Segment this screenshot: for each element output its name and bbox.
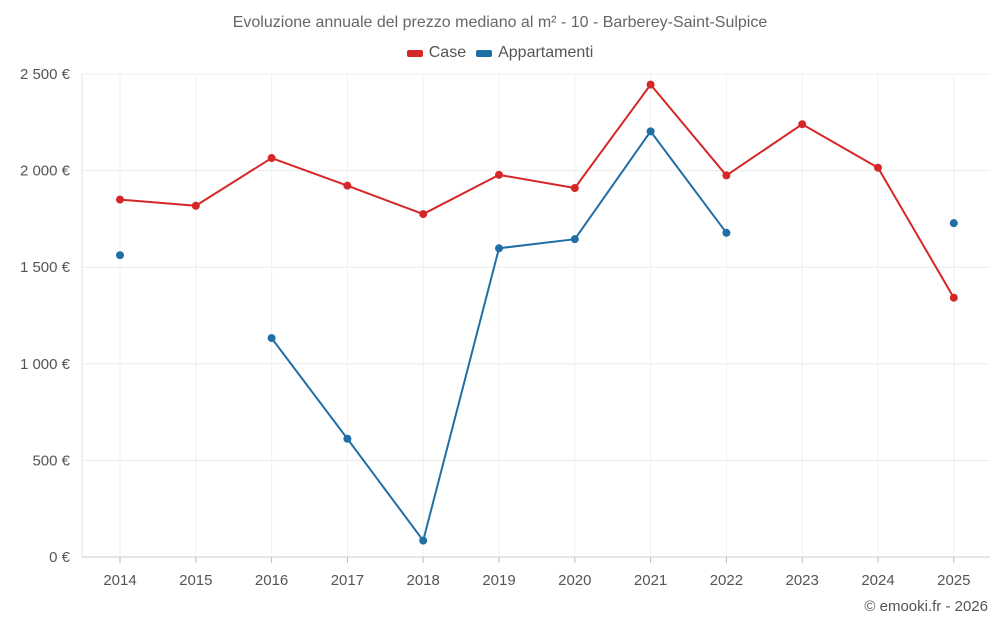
series-case: [116, 80, 958, 302]
data-point-case[interactable]: [343, 181, 352, 190]
data-point-appartamenti[interactable]: [495, 244, 503, 253]
chart-grid: [82, 73, 990, 558]
data-point-case[interactable]: [495, 170, 503, 179]
data-point-appartamenti[interactable]: [419, 536, 428, 545]
x-tick-label: 2018: [407, 572, 440, 589]
y-tick-label: 0 €: [49, 549, 71, 566]
y-tick-label: 2 500 €: [20, 66, 71, 83]
legend-item-appartamenti[interactable]: Appartamenti: [476, 44, 593, 62]
series-appartamenti: [116, 127, 958, 545]
data-point-appartamenti[interactable]: [570, 235, 579, 244]
data-point-case[interactable]: [949, 293, 958, 302]
data-point-appartamenti[interactable]: [116, 251, 124, 260]
data-point-case[interactable]: [191, 201, 200, 210]
x-tick-label: 2019: [482, 572, 515, 589]
x-tick-label: 2020: [558, 572, 591, 589]
data-point-case[interactable]: [570, 183, 579, 192]
data-point-appartamenti[interactable]: [267, 334, 276, 343]
series-line-case: [119, 83, 955, 299]
data-point-appartamenti[interactable]: [343, 434, 352, 443]
x-tick-label: 2024: [861, 572, 894, 589]
copyright-credit: © emooki.fr - 2026: [864, 598, 988, 615]
chart-axes: 0 € 500 € 1 000 € 1 500 € 2 000 € 2 500 € 2014…: [20, 66, 971, 589]
data-point-case[interactable]: [116, 195, 124, 204]
data-point-case[interactable]: [646, 80, 655, 89]
legend-label-appartamenti: Appartamenti: [498, 44, 594, 61]
x-tick-label: 2015: [179, 572, 212, 589]
y-tick-label: 500 €: [32, 452, 70, 469]
data-point-appartamenti[interactable]: [646, 127, 655, 136]
data-point-appartamenti[interactable]: [722, 228, 731, 237]
chart-legend: Case Appartamenti: [0, 44, 1000, 62]
data-point-case[interactable]: [267, 154, 276, 163]
data-point-appartamenti[interactable]: [949, 219, 958, 228]
x-tick-label: 2025: [937, 572, 970, 589]
x-tick-label: 2014: [103, 572, 136, 589]
x-tick-label: 2017: [331, 572, 364, 589]
data-point-case[interactable]: [419, 210, 428, 219]
y-tick-label: 1 500 €: [20, 259, 71, 276]
x-tick-label: 2022: [710, 572, 743, 589]
data-point-case[interactable]: [722, 171, 731, 180]
y-tick-label: 1 000 €: [20, 356, 71, 373]
legend-swatch-case: [406, 49, 423, 57]
x-tick-label: 2016: [255, 572, 288, 589]
chart-series: [116, 80, 958, 545]
y-tick-label: 2 000 €: [20, 163, 71, 180]
chart-title: Evoluzione annuale del prezzo mediano al…: [232, 14, 768, 31]
x-tick-label: 2023: [786, 572, 819, 589]
data-point-case[interactable]: [798, 120, 807, 129]
legend-swatch-appartamenti: [476, 49, 493, 57]
data-point-case[interactable]: [874, 163, 882, 172]
legend-label-case: Case: [428, 44, 467, 61]
legend-item-case[interactable]: Case: [406, 44, 467, 62]
x-tick-label: 2021: [634, 572, 667, 589]
